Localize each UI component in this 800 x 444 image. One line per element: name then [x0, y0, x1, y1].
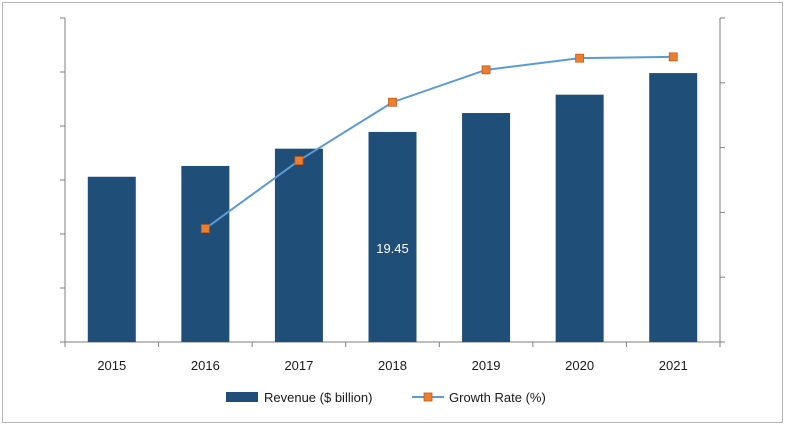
right-axis — [719, 17, 725, 343]
revenue-bar-2015 — [87, 176, 136, 342]
revenue-bar-2019 — [462, 113, 511, 342]
x-tick-label-2015: 2015 — [97, 358, 126, 373]
growth-rate-marker-2017 — [294, 156, 304, 165]
growth-rate-marker-2018 — [388, 97, 397, 107]
x-tick-label-2021: 2021 — [659, 358, 688, 373]
revenue-bar-2020 — [555, 94, 604, 343]
x-tick-label-2016: 2016 — [191, 358, 220, 373]
growth-rate-marker-2016 — [200, 224, 210, 234]
data-label-2018: 19.45 — [376, 241, 409, 256]
data-labels: 19.45 — [376, 241, 409, 256]
legend-growth-label: Growth Rate (%) — [449, 390, 546, 405]
x-tick-label-2017: 2017 — [284, 358, 313, 373]
x-tick-label-2018: 2018 — [378, 358, 407, 373]
x-axis-tick-labels: 2015 2016 2017 2018 2019 2020 2021 — [97, 358, 687, 373]
revenue-bar-2017 — [274, 148, 323, 342]
growth-rate-marker-2020 — [575, 53, 585, 63]
legend: Revenue ($ billion) Growth Rate (%) — [226, 390, 546, 405]
revenue-bars — [87, 73, 698, 343]
growth-rate-marker-2019 — [481, 65, 491, 75]
growth-rate-marker-2021 — [668, 52, 678, 62]
revenue-bar-2021 — [649, 73, 698, 342]
legend-growth-marker — [423, 392, 433, 402]
growth-rate-line — [200, 52, 678, 234]
revenue-bar-2016 — [181, 165, 230, 342]
x-tick-label-2020: 2020 — [565, 358, 594, 373]
legend-revenue-label: Revenue ($ billion) — [264, 390, 372, 405]
x-tick-label-2019: 2019 — [472, 358, 501, 373]
legend-revenue-swatch — [226, 392, 258, 402]
revenue-bar-2018 — [368, 131, 417, 342]
growth-rate-polyline — [204, 55, 674, 230]
